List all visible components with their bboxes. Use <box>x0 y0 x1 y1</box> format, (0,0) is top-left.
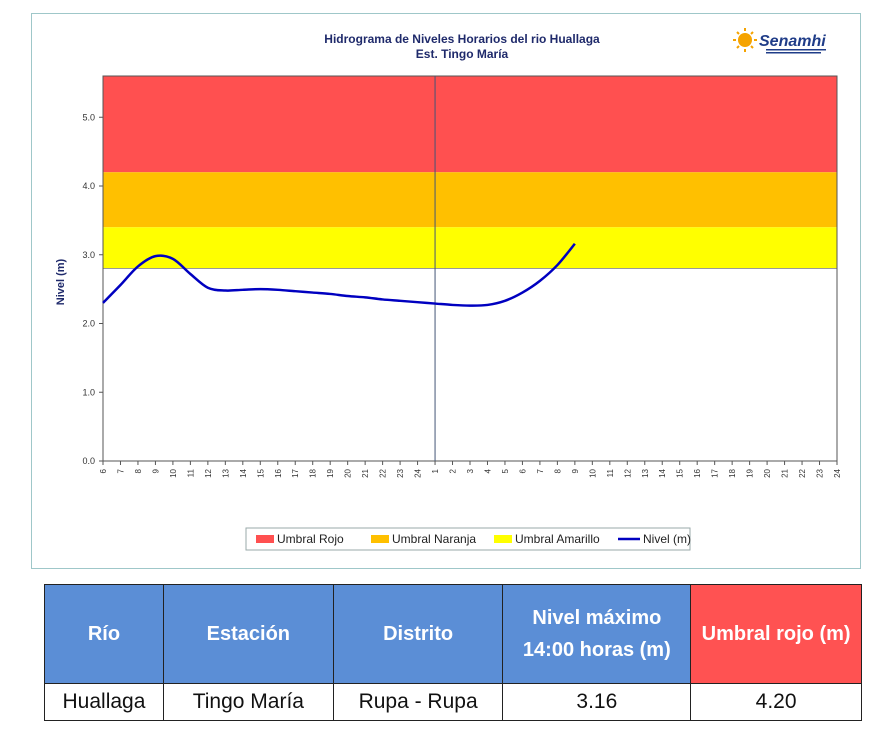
legend-label: Umbral Rojo <box>277 532 344 546</box>
cell-estacion: Tingo María <box>162 683 334 721</box>
x-tick-label: 13 <box>641 468 650 477</box>
x-tick-label: 6 <box>518 468 527 473</box>
header-rio: Río <box>44 584 164 684</box>
x-tick-label: 6 <box>99 468 108 473</box>
x-tick-label: 9 <box>571 468 580 473</box>
logo-text: Senamhi <box>759 33 826 50</box>
x-tick-label: 3 <box>466 468 475 473</box>
x-tick-label: 16 <box>693 468 702 477</box>
y-axis-label: Nivel (m) <box>55 258 67 305</box>
x-tick-label: 10 <box>169 468 178 477</box>
legend-swatch <box>256 535 274 543</box>
series-group <box>102 242 576 307</box>
x-tick-label: 21 <box>361 468 370 477</box>
x-tick-label: 12 <box>623 468 632 477</box>
header-umbral-rojo: Umbral rojo (m) <box>690 584 862 684</box>
threshold-bands <box>103 76 837 461</box>
chart-title: Hidrograma de Niveles Horarios del rio H… <box>324 32 600 46</box>
x-tick-label: 12 <box>204 468 213 477</box>
chart-subtitle: Est. Tingo María <box>416 47 509 61</box>
x-tick-label: 14 <box>239 468 248 477</box>
legend-swatch <box>371 535 389 543</box>
x-tick-label: 24 <box>414 468 423 477</box>
x-tick-label: 9 <box>151 468 160 473</box>
x-tick-label: 5 <box>501 468 510 473</box>
x-tick-label: 19 <box>746 468 755 477</box>
x-tick-label: 19 <box>326 468 335 477</box>
x-tick-label: 14 <box>658 468 667 477</box>
x-tick-label: 22 <box>798 468 807 477</box>
senamhi-logo: Senamhi <box>733 28 826 54</box>
y-tick-label: 5.0 <box>82 112 95 122</box>
table-row: Huallaga Tingo María Rupa - Rupa 3.16 4.… <box>44 683 862 721</box>
table-header-row: Río Estación Distrito Nivel máximo 14:00… <box>44 584 862 684</box>
y-tick-label: 2.0 <box>82 319 95 329</box>
header-distrito: Distrito <box>332 584 504 684</box>
cell-distrito: Rupa - Rupa <box>332 683 504 721</box>
threshold-band-1 <box>103 172 837 228</box>
legend-box <box>245 527 691 551</box>
legend: Umbral Rojo Umbral Naranja Umbral Amarillo… <box>245 527 691 551</box>
x-tick-label: 7 <box>536 468 545 473</box>
threshold-band-2 <box>103 227 837 269</box>
cell-nivel-maximo: 3.16 <box>502 683 692 721</box>
legend-label: Nivel (m) <box>643 532 691 546</box>
cell-umbral-rojo: 4.20 <box>690 683 862 721</box>
chart-frame: Hidrograma de Niveles Horarios del rio H… <box>31 13 861 569</box>
x-tick-label: 16 <box>274 468 283 477</box>
legend-label: Umbral Naranja <box>392 532 476 546</box>
header-nivel-maximo: Nivel máximo 14:00 horas (m) <box>502 584 692 684</box>
x-tick-label: 18 <box>309 468 318 477</box>
x-tick-label: 10 <box>588 468 597 477</box>
x-tick-label: 20 <box>344 468 353 477</box>
summary-table: Río Estación Distrito Nivel máximo 14:00… <box>44 584 862 721</box>
x-tick-label: 11 <box>186 468 195 477</box>
x-tick-label: 15 <box>676 468 685 477</box>
x-tick-label: 7 <box>116 468 125 473</box>
x-tick-label: 22 <box>379 468 388 477</box>
x-tick-label: 24 <box>833 468 842 477</box>
x-tick-label: 23 <box>396 468 405 477</box>
x-tick-label: 1 <box>431 468 440 473</box>
x-tick-label: 23 <box>816 468 825 477</box>
x-tick-label: 18 <box>728 468 737 477</box>
legend-label: Umbral Amarillo <box>515 532 600 546</box>
sun-logo-icon <box>733 28 757 52</box>
header-estacion: Estación <box>162 584 334 684</box>
x-tick-label: 8 <box>134 468 143 473</box>
x-tick-label: 11 <box>606 468 615 477</box>
x-tick-label: 15 <box>256 468 265 477</box>
x-tick-label: 13 <box>221 468 230 477</box>
y-tick-labels: 0.0 1.0 2.0 3.0 4.0 5.0 <box>82 112 103 466</box>
x-tick-label: 21 <box>781 468 790 477</box>
y-tick-label: 4.0 <box>82 181 95 191</box>
x-tick-label: 8 <box>553 468 562 473</box>
x-tick-label: 17 <box>711 468 720 477</box>
y-tick-label: 3.0 <box>82 250 95 260</box>
x-tick-labels: 6 7 8 9 10 11 12 13 14 15 16 17 18 19 20 21 22 23 24 1 2 3 4 5 6… <box>99 461 842 478</box>
x-tick-label: 4 <box>483 468 492 473</box>
cell-rio: Huallaga <box>44 683 164 721</box>
y-tick-label: 1.0 <box>82 387 95 397</box>
y-tick-label: 0.0 <box>82 456 95 466</box>
legend-swatch <box>494 535 512 543</box>
x-tick-label: 20 <box>763 468 772 477</box>
x-tick-label: 2 <box>449 468 458 473</box>
hydrograph-chart: Hidrograma de Niveles Horarios del rio H… <box>55 28 842 551</box>
threshold-band-0 <box>103 76 837 173</box>
series-line-nivel <box>102 242 576 307</box>
x-tick-label: 17 <box>291 468 300 477</box>
